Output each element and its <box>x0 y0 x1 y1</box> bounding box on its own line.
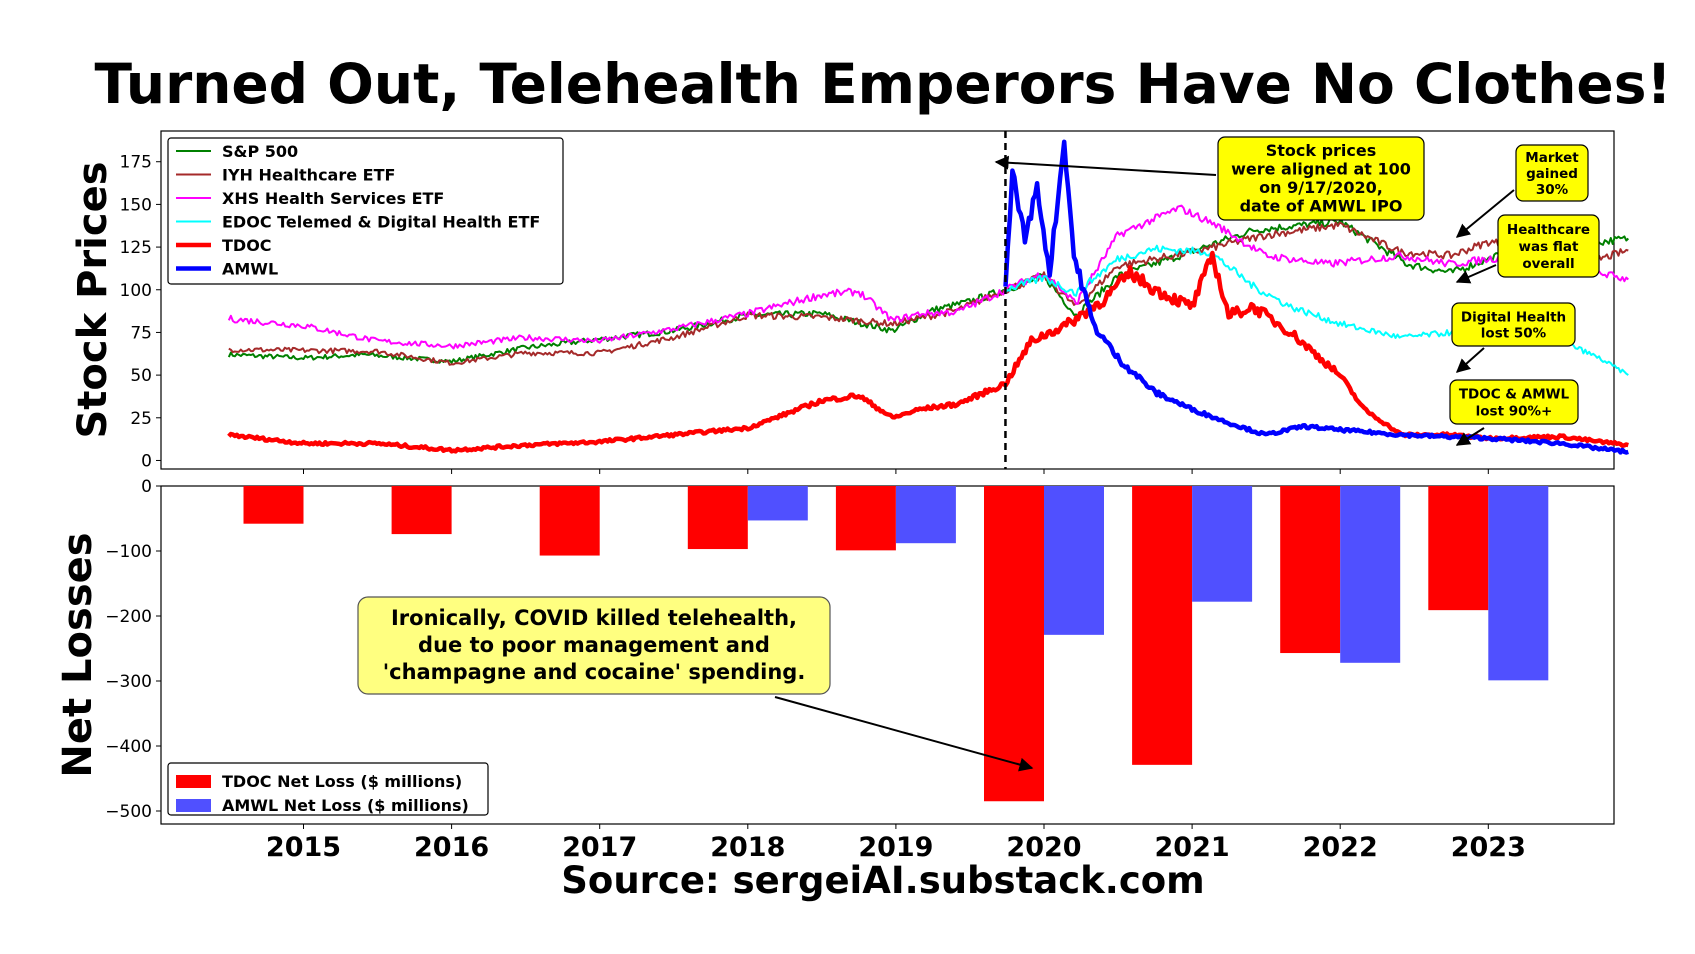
legend-label: IYH Healthcare ETF <box>222 166 395 185</box>
net-loss-bar <box>1192 486 1253 602</box>
stock-series-lines <box>227 139 1630 455</box>
net-loss-bar <box>835 486 896 551</box>
net-loss-bar <box>747 486 808 521</box>
x-tick-label: 2022 <box>1303 832 1378 863</box>
annotation-box <box>1515 144 1589 202</box>
net-loss-bars <box>243 486 1549 802</box>
top-y-tick-label: 100 <box>120 281 152 301</box>
top-y-label: Stock Prices <box>70 161 116 438</box>
net-loss-bar <box>539 486 600 556</box>
legend-label: XHS Health Services ETF <box>222 189 444 208</box>
net-loss-bar <box>1132 486 1193 765</box>
covid-annotation: Ironically, COVID killed telehealth, due… <box>357 596 1034 772</box>
annotation-box <box>1497 214 1600 278</box>
legend-label: TDOC <box>222 236 272 255</box>
top-y-tick-label: 0 <box>141 451 152 471</box>
x-tick-label: 2021 <box>1155 832 1230 863</box>
top-y-axis: 0 25 50 75 100 125 150 175 <box>120 153 161 471</box>
annotation-box <box>1451 302 1576 347</box>
x-tick-label: 2019 <box>858 832 933 863</box>
bottom-y-tick-label: 0 <box>141 477 152 497</box>
covid-annotation-box <box>357 596 831 695</box>
net-loss-bar <box>1340 486 1401 663</box>
legend-label: S&P 500 <box>222 142 298 161</box>
bottom-y-tick-label: −100 <box>105 542 152 562</box>
net-loss-bar <box>391 486 452 535</box>
top-x-tick-marks <box>303 469 1489 474</box>
annotation-arrow <box>1455 264 1497 284</box>
bottom-legend: TDOC Net Loss ($ millions) AMWL Net Loss … <box>167 762 489 816</box>
source-label: Source: sergeiAI.substack.com <box>561 859 1204 902</box>
net-loss-bar <box>243 486 304 524</box>
bottom-y-tick-label: −500 <box>105 802 152 822</box>
annotation-text: TDOC & AMWL <box>1459 387 1570 403</box>
top-y-tick-label: 125 <box>120 238 152 258</box>
annotation-arrow <box>1455 427 1485 446</box>
series-line-6 <box>1003 139 1629 455</box>
annotation-text: were aligned at 100 <box>1231 159 1411 178</box>
annotation-text: overall <box>1522 256 1574 272</box>
top-y-tick-label: 75 <box>130 323 152 343</box>
annotation-text: on 9/17/2020, <box>1259 178 1383 197</box>
series-line-2 <box>228 221 1629 366</box>
annotation-arrow <box>994 155 1217 176</box>
legend-swatch <box>176 775 211 788</box>
annotation-text: lost 50% <box>1481 326 1547 342</box>
net-loss-bar <box>1428 486 1489 611</box>
x-tick-label: 2015 <box>266 832 341 863</box>
annotation-arrow <box>1455 347 1485 373</box>
net-loss-bar <box>1044 486 1104 635</box>
covid-annotation-line-3: 'champagne and cocaine' spending. <box>383 660 806 684</box>
legend-label: AMWL Net Loss ($ millions) <box>222 796 469 815</box>
annotation-text: 30% <box>1536 182 1569 198</box>
net-loss-bar <box>984 486 1044 802</box>
bottom-x-axis: 2015 2016 2017 2018 2019 2020 2021 2022 2023 <box>266 824 1526 863</box>
series-line-5 <box>227 250 1629 454</box>
annotation-box <box>1449 379 1579 425</box>
covid-annotation-line-2: due to poor management and <box>418 633 770 657</box>
x-tick-label: 2018 <box>710 832 785 863</box>
net-loss-bar <box>1280 486 1341 654</box>
legend-swatch <box>176 799 211 812</box>
annotation-box <box>1217 136 1425 221</box>
annotation-arrow <box>1455 189 1515 238</box>
bottom-legend-box <box>167 762 489 816</box>
top-legend-box <box>167 137 564 285</box>
annotation-text: date of AMWL IPO <box>1240 196 1403 215</box>
annotation-text: Healthcare <box>1507 222 1590 238</box>
top-y-tick-label: 150 <box>120 195 152 215</box>
net-loss-bar <box>687 486 748 550</box>
x-tick-label: 2023 <box>1451 832 1526 863</box>
covid-annotation-arrow <box>774 696 1034 772</box>
legend-label: TDOC Net Loss ($ millions) <box>222 772 462 791</box>
net-loss-bar <box>895 486 956 544</box>
annotation-text: lost 90%+ <box>1476 404 1553 420</box>
annotation-text: was flat <box>1519 239 1579 255</box>
x-tick-label: 2020 <box>1006 832 1081 863</box>
x-tick-label: 2017 <box>562 832 637 863</box>
top-y-tick-label: 25 <box>130 409 152 429</box>
bottom-y-tick-label: −400 <box>105 737 152 757</box>
top-y-tick-label: 175 <box>120 153 152 173</box>
annotation-text: gained <box>1526 166 1578 182</box>
bottom-y-label: Net Losses <box>55 532 101 777</box>
annotation-text: Market <box>1525 150 1579 166</box>
annotation-text: Digital Health <box>1461 310 1566 326</box>
legend-label: AMWL <box>222 260 278 279</box>
chart-title: Turned Out, Telehealth Emperors Have No … <box>94 52 1671 116</box>
top-legend: S&P 500 IYH Healthcare ETF XHS Health Serv… <box>167 137 564 285</box>
bottom-y-axis: 0 −100 −200 −300 −400 −500 <box>105 477 161 822</box>
x-tick-label: 2016 <box>414 832 489 863</box>
covid-annotation-line-1: Ironically, COVID killed telehealth, <box>391 606 797 630</box>
bottom-y-tick-label: −200 <box>105 607 152 627</box>
annotation-text: Stock prices <box>1266 141 1377 160</box>
series-line-3 <box>227 204 1629 350</box>
net-loss-bar <box>1488 486 1549 681</box>
legend-label: EDOC Telemed & Digital Health ETF <box>222 213 540 232</box>
series-line-1 <box>227 218 1630 364</box>
bottom-y-tick-label: −300 <box>105 672 152 692</box>
top-y-tick-label: 50 <box>130 366 152 386</box>
